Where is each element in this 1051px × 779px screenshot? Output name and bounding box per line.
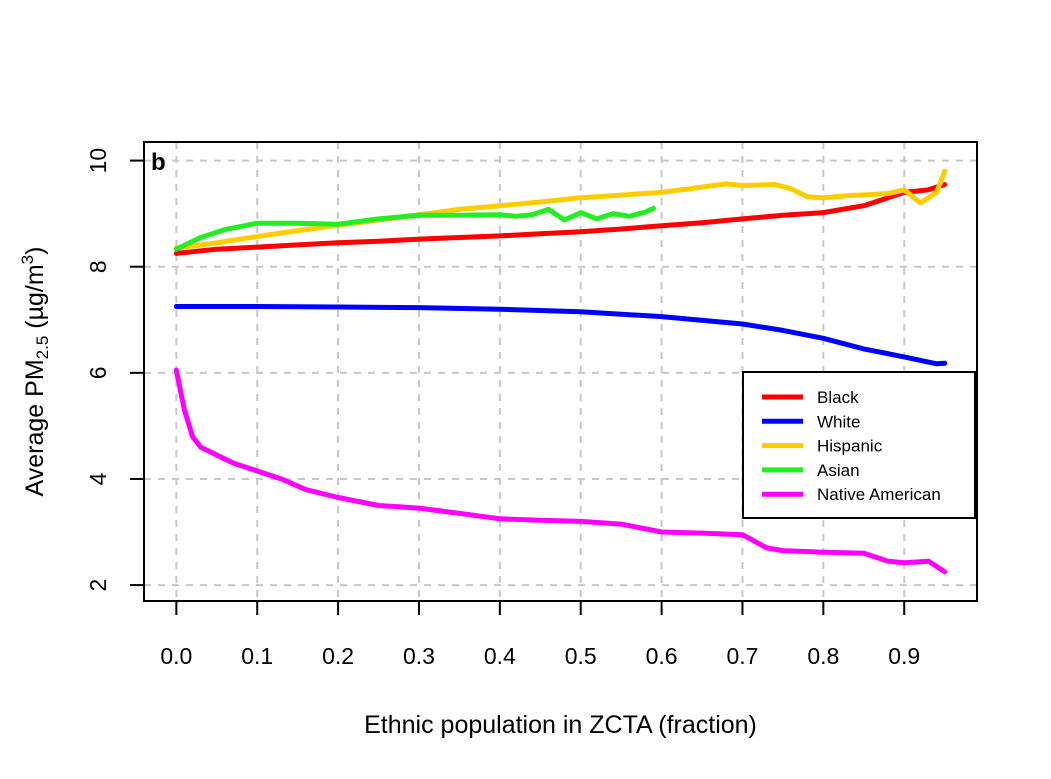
y-tick-label: 2 — [85, 579, 111, 592]
series-line-asian — [173, 205, 656, 252]
y-axis: 2 4 6 8 10 — [85, 148, 145, 592]
legend-label: Hispanic — [817, 437, 883, 456]
legend-label: Native American — [817, 485, 941, 504]
series-lines — [173, 168, 948, 575]
panel-label: b — [151, 149, 166, 176]
y-tick-label: 6 — [85, 366, 111, 379]
series-line-native-american — [173, 367, 948, 575]
y-axis-title-superscript: 3 — [18, 255, 37, 264]
legend: Black White Hispanic Asian Native American — [742, 371, 976, 519]
x-tick-label: 0.8 — [807, 643, 839, 669]
y-tick-label: 4 — [85, 472, 111, 485]
y-axis-title: Average PM2.5 (µg/m3) — [18, 247, 52, 497]
x-tick-label: 0.3 — [403, 643, 435, 669]
x-tick-label: 0.0 — [160, 643, 192, 669]
x-tick-label: 0.1 — [241, 643, 273, 669]
y-tick-label: 10 — [85, 148, 111, 174]
x-tick-label: 0.9 — [888, 643, 920, 669]
y-axis-title-prefix: Average PM — [21, 359, 49, 496]
x-tick-label: 0.4 — [484, 643, 516, 669]
legend-items: Black White Hispanic Asian Native American — [762, 388, 941, 504]
legend-label: Asian — [817, 461, 860, 480]
x-tick-label: 0.7 — [726, 643, 758, 669]
x-axis-title: Ethnic population in ZCTA (fraction) — [364, 711, 757, 739]
y-axis-title-subscript: 2.5 — [33, 336, 52, 360]
y-tick-label: 8 — [85, 260, 111, 273]
x-tick-label: 0.6 — [646, 643, 678, 669]
y-axis-title-unit-end: ) — [21, 247, 49, 255]
x-tick-label: 0.2 — [322, 643, 354, 669]
x-tick-label: 0.5 — [565, 643, 597, 669]
legend-label: Black — [817, 388, 859, 407]
series-line-white — [173, 304, 948, 367]
x-axis: 0.0 0.1 0.2 0.3 0.4 0.5 0.6 0.7 0.8 0.9 — [160, 600, 920, 669]
y-axis-title-unit-start: (µg/m — [21, 264, 49, 335]
series-line-black — [173, 182, 948, 256]
legend-label: White — [817, 412, 860, 431]
